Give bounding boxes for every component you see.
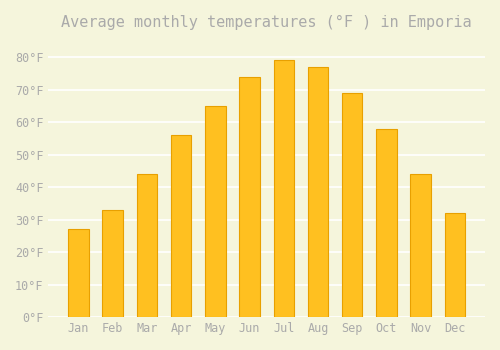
Bar — [444, 213, 465, 317]
Bar — [136, 174, 157, 317]
Bar — [342, 93, 362, 317]
Bar — [240, 77, 260, 317]
Bar — [205, 106, 226, 317]
Bar — [102, 210, 123, 317]
Title: Average monthly temperatures (°F ) in Emporia: Average monthly temperatures (°F ) in Em… — [62, 15, 472, 30]
Bar — [410, 174, 431, 317]
Bar — [68, 229, 88, 317]
Bar — [171, 135, 192, 317]
Bar — [308, 67, 328, 317]
Bar — [376, 129, 396, 317]
Bar — [274, 61, 294, 317]
